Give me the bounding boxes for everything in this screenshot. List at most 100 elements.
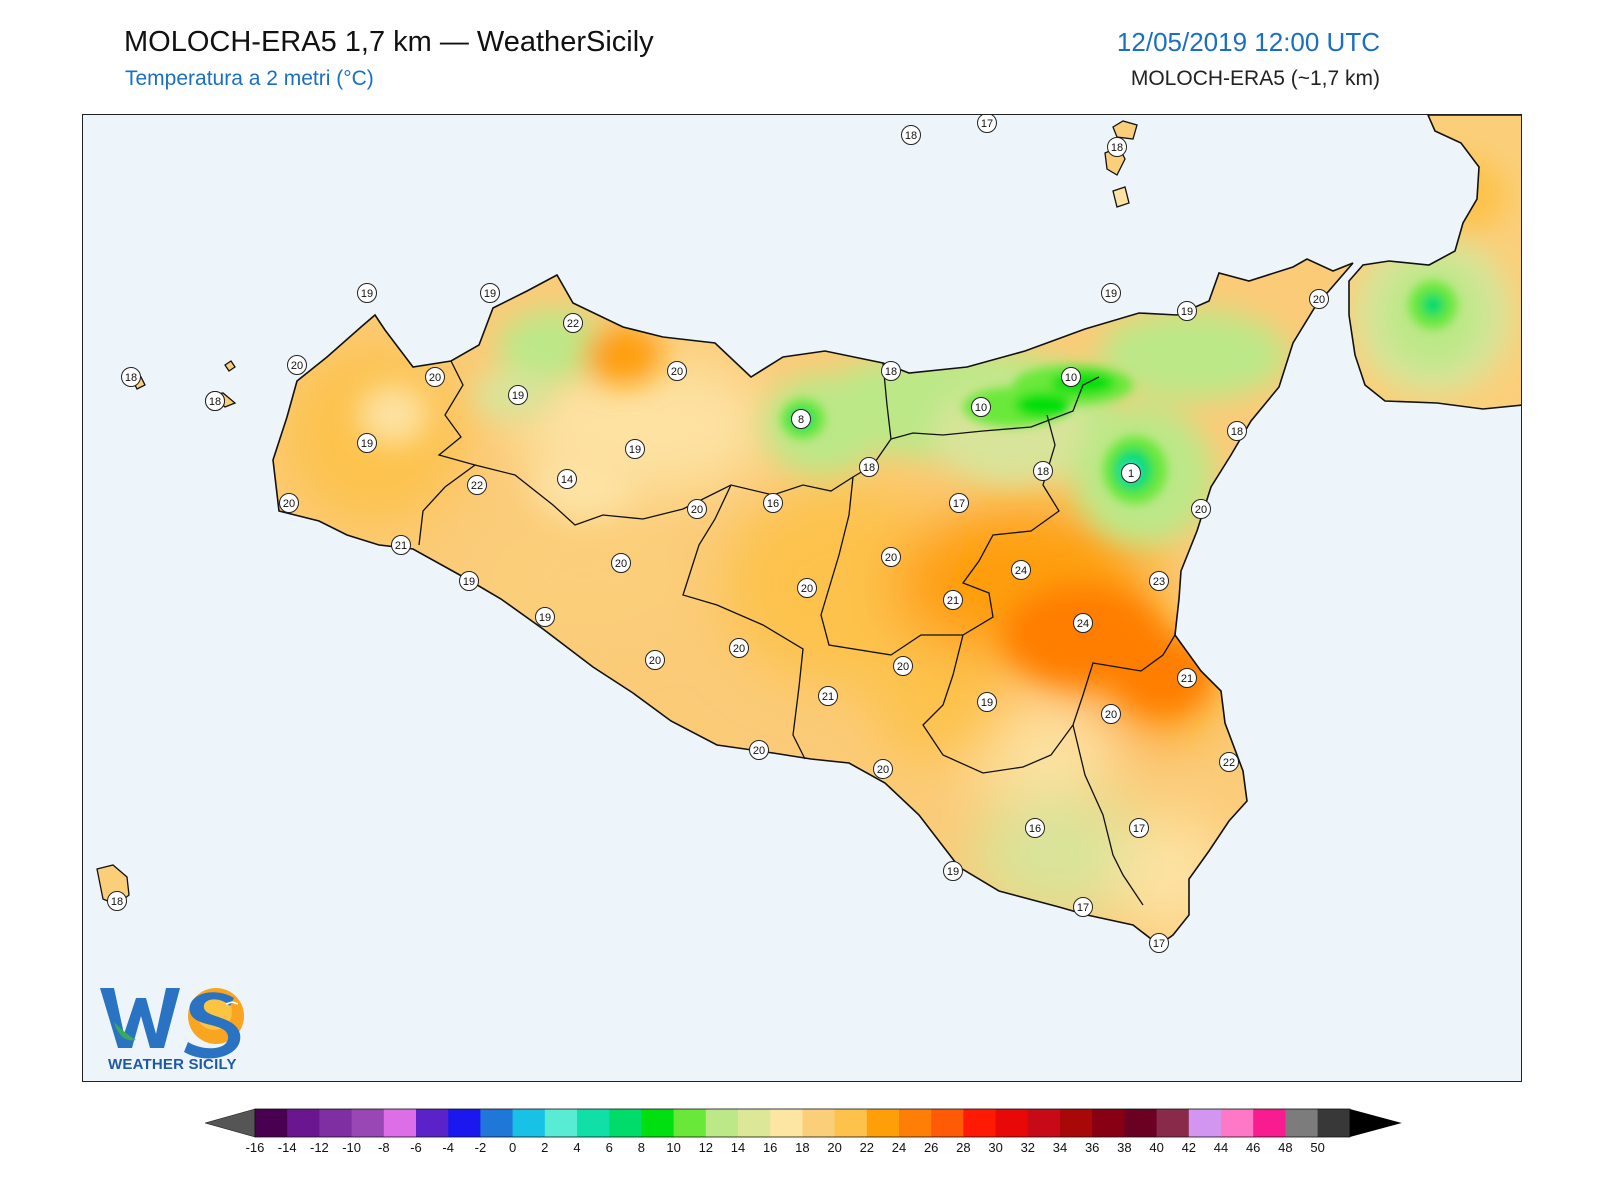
map-panel[interactable]: 18 17 18 18 19 19 19 22 20 20 19 20 18 19 19 20 19 19 8 10 1… <box>82 114 1522 1082</box>
station-value: 19 <box>361 438 373 450</box>
station-marker-caltanissetta: 20 <box>881 547 901 567</box>
station-circle <box>791 409 811 429</box>
station-value: 20 <box>615 558 627 570</box>
colorbar-swatch <box>287 1109 320 1137</box>
station-markers: 18 17 18 18 19 19 19 22 20 20 19 20 18 19 19 20 19 19 8 10 1… <box>107 115 1329 953</box>
station-marker-catenanuova: 24 <box>1011 560 1031 580</box>
temperature-colorbar: -16 -14 -12 -10 -8 -6 -4 -2 0 2 4 6 8 10 12 14 16 18 20 22 2… <box>205 1108 1402 1155</box>
colorbar-tick-label: 30 <box>988 1140 1002 1155</box>
colorbar-swatch <box>738 1109 771 1137</box>
station-value: 20 <box>885 552 897 564</box>
station-marker-piazza: 21 <box>943 590 963 610</box>
sicily-coastline <box>272 258 1354 946</box>
colorbar-tick-label: 4 <box>573 1140 580 1155</box>
colorbar-tick-label: -2 <box>475 1140 487 1155</box>
station-marker-agrigento: 20 <box>749 740 769 760</box>
province-borders <box>418 360 1176 906</box>
station-marker-sciacca: 19 <box>535 607 555 627</box>
colorbar-over-arrow <box>1349 1109 1402 1137</box>
station-value: 19 <box>1181 306 1193 318</box>
station-marker-messina: 20 <box>1309 289 1329 309</box>
station-value: 22 <box>471 480 483 492</box>
station-marker-vizzini: 19 <box>977 692 997 712</box>
station-value: 20 <box>801 583 813 595</box>
station-circle <box>625 439 645 459</box>
station-marker-agrigento-inland: 20 <box>645 650 665 670</box>
station-marker-sortino: 20 <box>1101 704 1121 724</box>
station-marker-san-vito: 19 <box>357 283 377 303</box>
station-value: 18 <box>1111 142 1123 154</box>
station-circle <box>1177 301 1197 321</box>
colorbar-tick-label: 34 <box>1053 1140 1067 1155</box>
colorbar-tick-label: 38 <box>1117 1140 1131 1155</box>
station-value: 20 <box>429 372 441 384</box>
station-circle <box>1309 289 1329 309</box>
station-marker-corleone: 19 <box>625 439 645 459</box>
valid-datetime: 12/05/2019 12:00 UTC <box>1116 27 1380 57</box>
station-value: 19 <box>981 697 993 709</box>
station-value: 18 <box>125 372 137 384</box>
colorbar-tick-label: 26 <box>924 1140 938 1155</box>
station-circle <box>729 638 749 658</box>
station-circle <box>1073 897 1093 917</box>
logo-wordmark: WEATHER SICILY <box>108 1056 237 1073</box>
station-value: 21 <box>1181 673 1193 685</box>
colorbar-swatch <box>1092 1109 1125 1137</box>
colorbar-tick-label: 16 <box>763 1140 777 1155</box>
station-marker-siracusa: 22 <box>1219 752 1239 772</box>
station-value: 16 <box>767 498 779 510</box>
station-value: 20 <box>1195 504 1207 516</box>
station-marker-augusta: 21 <box>1177 668 1197 688</box>
island-salina <box>1112 120 1138 140</box>
station-circle <box>1025 818 1045 838</box>
station-value: 16 <box>1029 823 1041 835</box>
colorbar-swatch <box>1253 1109 1286 1137</box>
station-circle <box>357 283 377 303</box>
station-value: 23 <box>1153 576 1165 588</box>
station-marker-pozzallo: 17 <box>1073 897 1093 917</box>
station-marker-palermo: 22 <box>563 313 583 333</box>
station-value: 20 <box>649 655 661 667</box>
station-marker-alicudi-north: 17 <box>977 115 997 133</box>
station-circle <box>749 740 769 760</box>
station-circle <box>971 397 991 417</box>
station-marker-noto: 17 <box>1129 818 1149 838</box>
station-value: 20 <box>291 360 303 372</box>
station-circle <box>563 313 583 333</box>
station-circle <box>873 759 893 779</box>
colorbar-tick-label: -16 <box>246 1140 265 1155</box>
station-value: 19 <box>1105 288 1117 300</box>
colorbar-tick-label: 46 <box>1246 1140 1260 1155</box>
colorbar-tick-label: 40 <box>1149 1140 1163 1155</box>
station-value: 8 <box>798 414 804 426</box>
map-title: MOLOCH-ERA5 1,7 km — WeatherSicily <box>124 26 654 58</box>
station-circle <box>818 686 838 706</box>
station-marker-gela: 20 <box>873 759 893 779</box>
station-marker-nebrodi-west: 10 <box>971 397 991 417</box>
station-circle <box>1011 560 1031 580</box>
station-marker-trapani: 20 <box>287 355 307 375</box>
colorbar-swatch <box>770 1109 803 1137</box>
temperature-map[interactable]: 18 17 18 18 19 19 19 22 20 20 19 20 18 19 19 20 19 19 8 10 1… <box>83 115 1522 1082</box>
station-marker-marettimo: 18 <box>121 367 141 387</box>
station-circle <box>881 547 901 567</box>
station-circle <box>1107 137 1127 157</box>
station-value: 19 <box>629 444 641 456</box>
station-marker-scoglitti: 19 <box>943 861 963 881</box>
station-value: 20 <box>733 643 745 655</box>
station-value: 1 <box>1128 468 1134 480</box>
station-marker-selinunte: 19 <box>459 571 479 591</box>
colorbar-swatch <box>1027 1109 1061 1137</box>
station-marker-etna: 1 <box>1121 463 1141 483</box>
colorbar-swatch <box>866 1109 900 1137</box>
station-value: 17 <box>953 498 965 510</box>
station-marker-nebrodi-east: 10 <box>1061 367 1081 387</box>
station-marker-petralia: 18 <box>859 457 879 477</box>
colorbar-swatch <box>1221 1109 1254 1137</box>
map-subtitle: Temperatura a 2 metri (°C) <box>125 67 374 90</box>
station-circle <box>881 361 901 381</box>
station-circle <box>1073 613 1093 633</box>
station-value: 20 <box>1313 294 1325 306</box>
station-circle <box>1101 704 1121 724</box>
colorbar-tick-label: 50 <box>1310 1140 1324 1155</box>
